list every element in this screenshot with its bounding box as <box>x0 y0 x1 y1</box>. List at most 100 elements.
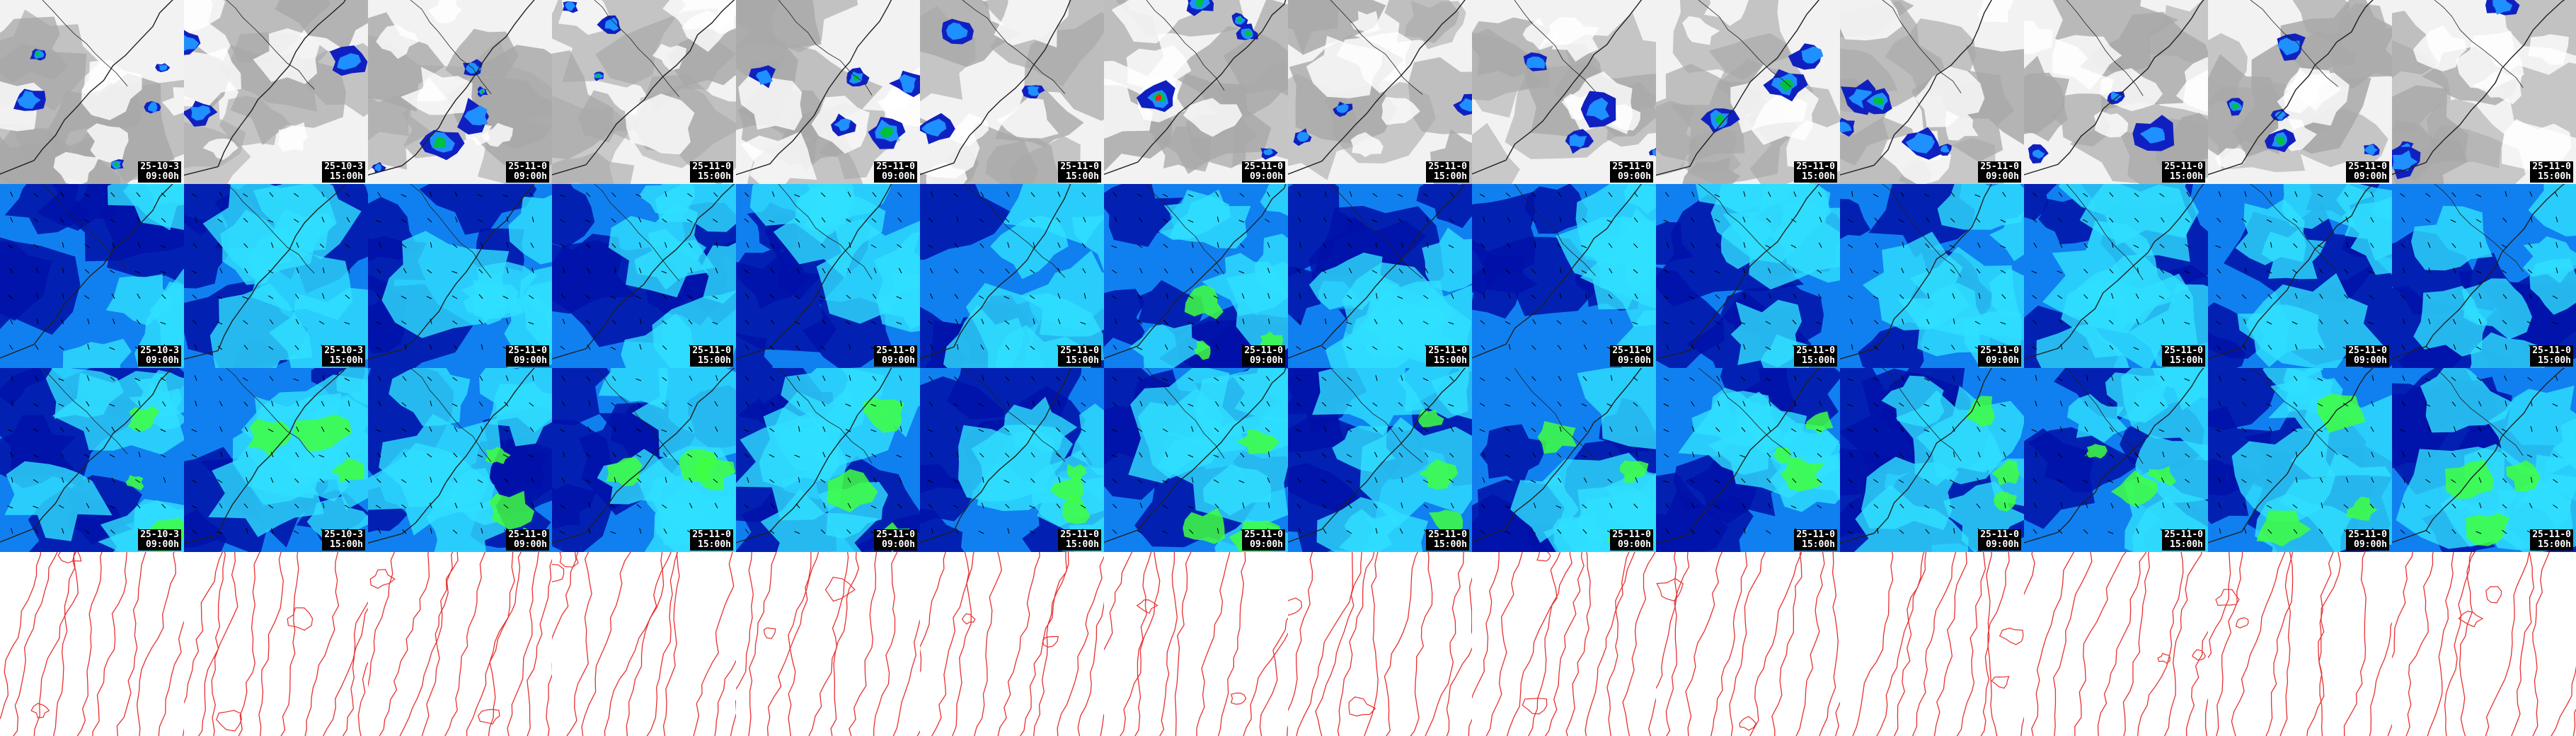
wind-barb-icon <box>2109 217 2114 223</box>
wind-barb-icon <box>897 503 902 509</box>
wind-barb-icon <box>11 477 13 483</box>
wind-field-b-panel: 25-11-0 15:00h <box>2392 368 2576 552</box>
wind-barb-icon <box>1214 377 1219 381</box>
wind-barb-icon <box>481 502 483 509</box>
wind-barb-icon <box>109 347 115 350</box>
wind-barb-icon <box>109 403 115 407</box>
wind-barb-icon <box>1372 219 1378 223</box>
wind-barb-icon <box>2187 502 2190 509</box>
wind-barb-icon <box>2294 191 2298 197</box>
border-line <box>2250 368 2338 455</box>
isobar-line <box>1656 552 1678 689</box>
wind-barb-icon <box>294 294 299 299</box>
wind-barb-icon <box>346 452 350 458</box>
wind-barb-icon <box>1556 320 1562 325</box>
wind-barb-icon <box>771 191 775 197</box>
timestamp-label: 25-11-0 09:00h <box>1610 529 1653 551</box>
wind-barb-icon <box>293 378 299 381</box>
isobar-line <box>1472 552 1500 699</box>
wind-barb-icon <box>345 427 350 432</box>
wind-barb-icon <box>2478 401 2482 407</box>
coastline <box>1288 0 1466 175</box>
wind-barb-icon <box>1559 426 1562 432</box>
wind-barb-icon <box>929 452 933 458</box>
wind-barb-icon <box>1953 452 1955 458</box>
wind-barb-icon <box>1163 243 1168 248</box>
wind-barb-icon <box>33 505 39 509</box>
wind-barb-icon <box>1057 293 1061 299</box>
wind-barb-icon <box>662 452 667 458</box>
wind-barb-icon <box>2266 403 2272 407</box>
wind-barb-icon <box>109 454 115 458</box>
wind-barb-icon <box>427 376 432 381</box>
wind-barb-icon <box>610 295 616 299</box>
wind-barb-icon <box>822 268 826 274</box>
timestamp-date: 25-11-0 <box>1060 529 1099 540</box>
wind-barb-icon <box>1188 454 1194 458</box>
isobar-line <box>1196 552 1231 736</box>
wind-barb-icon <box>614 477 616 483</box>
wind-barb-icon <box>769 294 775 299</box>
wind-barb-icon <box>1298 528 1301 534</box>
wind-barb-icon <box>1633 503 1638 509</box>
isobar-ring <box>824 577 856 602</box>
wind-field-b-panel: 25-11-0 09:00h <box>1840 368 2024 552</box>
coastline <box>1656 368 1819 544</box>
wind-barb-icon <box>2083 319 2088 325</box>
wind-barb-icon <box>58 378 64 381</box>
wind-barb-icon <box>1665 344 1669 350</box>
wind-barb-icon <box>1558 375 1562 381</box>
wind-barb-icon <box>769 479 775 483</box>
timestamp-label: 25-11-0 09:00h <box>1978 345 2021 367</box>
coastline <box>552 184 735 360</box>
coastline <box>2024 0 2204 176</box>
wind-barb-icon <box>611 376 616 381</box>
wind-barb-icon <box>1479 403 1485 407</box>
wind-barb-icon <box>1924 478 1930 483</box>
wind-barb-icon <box>478 219 483 223</box>
wind-barb-icon <box>1664 454 1669 458</box>
wind-barb-icon <box>401 219 407 223</box>
wind-barb-icon <box>2000 321 2006 325</box>
wind-barb-icon <box>1111 454 1117 458</box>
wind-barb-icon <box>1426 217 1429 223</box>
wind-barb-icon <box>345 294 350 299</box>
wind-barb-icon <box>2110 375 2114 381</box>
wind-barb-icon <box>33 428 39 432</box>
wind-barb-icon <box>319 243 325 248</box>
wind-barb-icon <box>2035 452 2037 458</box>
wind-barb-icon <box>1952 293 1955 299</box>
coastline <box>368 368 535 544</box>
wind-barb-icon <box>192 243 197 248</box>
isobar-line <box>1585 552 1630 736</box>
wind-barb-icon <box>1663 403 1669 407</box>
wind-barb-icon <box>1817 478 1822 483</box>
wind-barb-icon <box>1950 269 1955 274</box>
coastline <box>1472 184 1643 359</box>
wind-barb-icon <box>1242 318 1245 325</box>
wind-barb-icon <box>134 270 141 274</box>
wind-barb-icon <box>743 429 749 432</box>
timestamp-time: 09:00h <box>882 171 915 182</box>
wind-barb-icon <box>429 502 432 509</box>
cloud-precip-panel: 25-10-3 09:00h <box>0 0 184 184</box>
wind-barb-icon <box>1215 401 1219 407</box>
wind-barb-icon <box>429 191 432 197</box>
wind-barb-icon <box>2478 452 2482 458</box>
wind-barb-icon <box>1004 479 1010 483</box>
wind-barb-icon <box>35 376 39 381</box>
wind-barb-icon <box>402 529 407 534</box>
wind-barb-icon <box>1765 346 1771 350</box>
wind-barb-icon <box>295 318 299 325</box>
wind-barb-icon <box>1950 192 1955 197</box>
wind-barb-icon <box>269 319 274 325</box>
coastline <box>184 184 346 360</box>
timestamp-date: 25-11-0 <box>2532 529 2571 540</box>
wind-barb-icon <box>559 429 565 432</box>
pressure-isobars-panel <box>552 552 736 736</box>
wind-barb-icon <box>2451 503 2456 509</box>
wind-barb-icon <box>1399 528 1403 534</box>
wind-barb-icon <box>559 194 565 197</box>
wind-barb-icon <box>2086 375 2088 381</box>
wind-barb-icon <box>2108 402 2114 407</box>
